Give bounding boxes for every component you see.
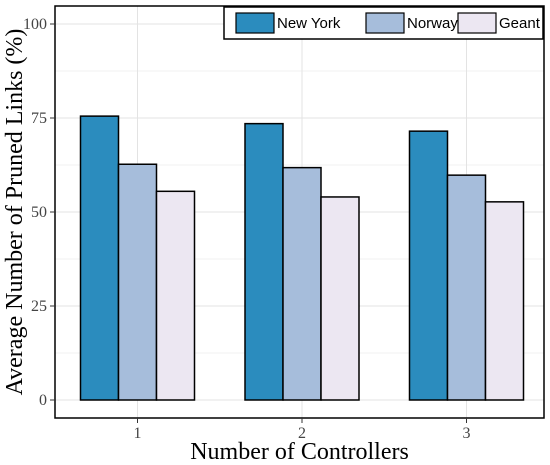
legend-label-norway: Norway (407, 15, 458, 32)
y-axis: 0 25 50 75 100 (23, 16, 55, 409)
legend-key-norway (365, 12, 405, 34)
y-tick-label: 0 (39, 392, 47, 409)
y-tick-label: 100 (23, 16, 47, 33)
bar-norway-3 (446, 174, 487, 401)
y-tick-label: 25 (31, 298, 47, 315)
y-tick-label: 75 (31, 110, 47, 127)
bars (79, 115, 525, 401)
y-axis-title: Average Number of Pruned Links (%) (2, 29, 28, 396)
y-tick-label: 50 (31, 204, 47, 221)
x-axis-title: Number of Controllers (190, 439, 409, 465)
x-tick-label: 1 (134, 425, 142, 442)
bar-norway-2 (282, 166, 322, 401)
bar-norway-1 (117, 163, 158, 401)
legend: New York Norway Geant (223, 6, 544, 40)
x-axis: 1 2 3 (134, 418, 471, 442)
legend-label-geant: Geant (499, 15, 541, 32)
x-tick-label: 3 (463, 425, 471, 442)
legend-label-new-york: New York (277, 15, 341, 32)
bar-new-york-1 (79, 115, 120, 401)
bar-new-york-3 (408, 130, 449, 401)
bar-new-york-2 (244, 122, 284, 401)
legend-key-geant (457, 12, 497, 34)
x-tick-label: 2 (298, 425, 306, 442)
bar-geant-2 (320, 196, 360, 401)
bar-geant-1 (155, 190, 196, 401)
bar-geant-3 (484, 201, 525, 401)
legend-key-new-york (235, 12, 275, 34)
